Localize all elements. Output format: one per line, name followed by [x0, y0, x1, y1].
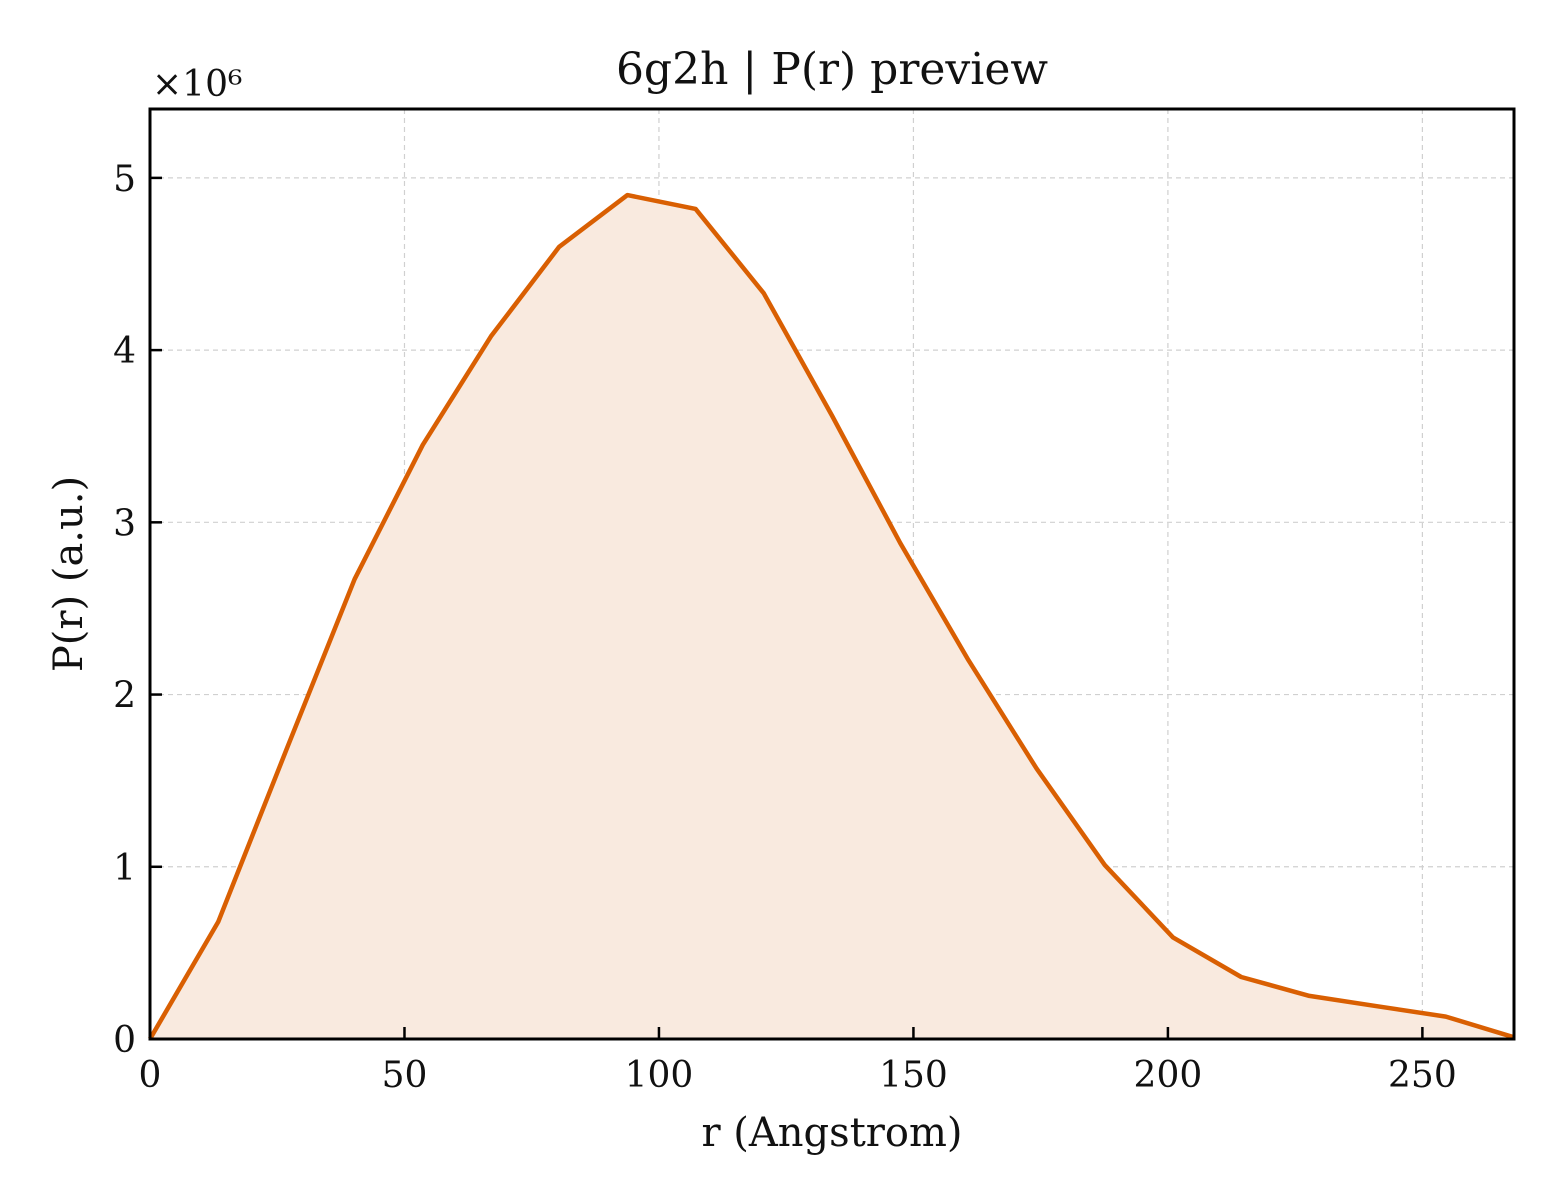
x-tick-label: 200 [1134, 1055, 1203, 1096]
y-tick-label: 4 [113, 331, 136, 372]
x-tick-label: 100 [625, 1055, 694, 1096]
x-tick-label: 150 [879, 1055, 948, 1096]
x-tick-label: 250 [1388, 1055, 1457, 1096]
x-axis-label: r (Angstrom) [701, 1110, 962, 1156]
x-axis-ticks: 0 50 100 150 200 250 [139, 1027, 1457, 1096]
plot-frame [148, 107, 1516, 1041]
chart-title: 6g2h | P(r) preview [616, 44, 1048, 95]
y-tick-label: 0 [113, 1020, 136, 1061]
pr-series-line [148, 192, 1515, 1041]
y-tick-label: 5 [113, 159, 136, 200]
y-tick-label: 2 [113, 676, 136, 717]
x-tick-label: 0 [139, 1055, 162, 1096]
y-scale-multiplier: ×10⁶ [152, 64, 242, 105]
y-axis-ticks: 0 1 2 3 4 5 [113, 159, 162, 1061]
y-tick-label: 3 [113, 503, 136, 544]
pr-area-fill [150, 195, 1514, 1040]
y-tick-label: 1 [113, 848, 136, 889]
x-tick-label: 50 [382, 1055, 428, 1096]
y-axis-label: P(r) (a.u.) [46, 476, 92, 672]
